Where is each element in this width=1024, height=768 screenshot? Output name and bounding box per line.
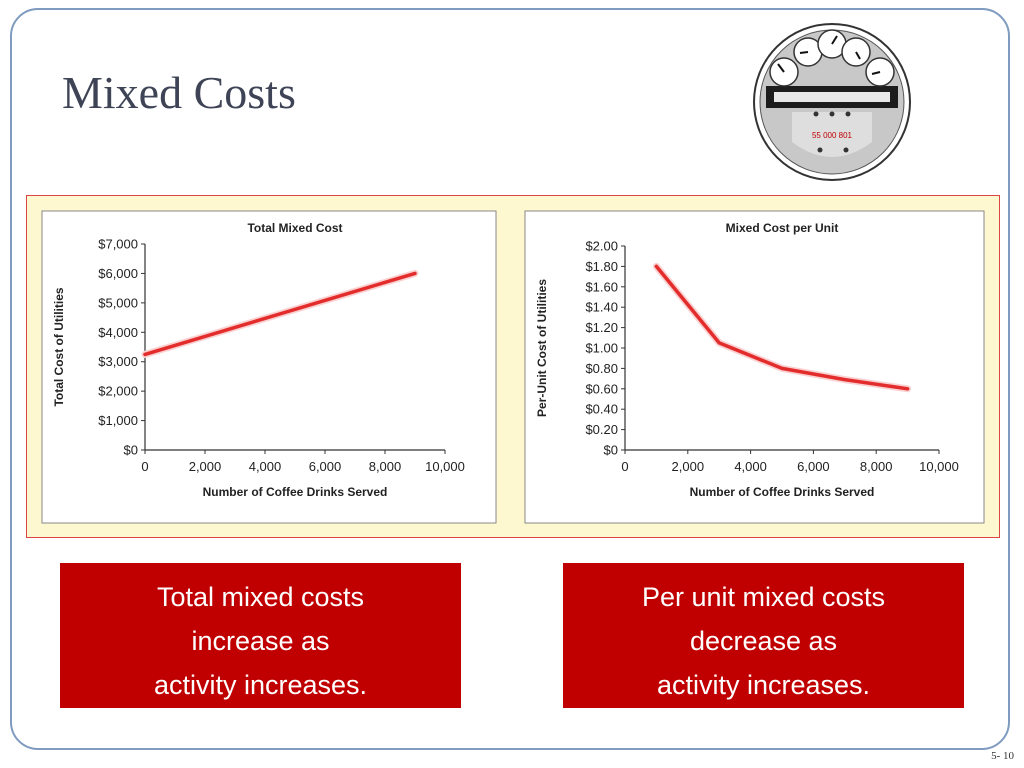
x-tick-label: 2,000 [189,459,222,474]
chart-title: Mixed Cost per Unit [726,221,839,235]
y-tick-label: $3,000 [98,354,138,369]
callout-right-line-1: Per unit mixed costs [641,582,886,612]
x-tick-label: 10,000 [919,459,959,474]
callout-total-mixed-costs: Total mixed costs increase as activity i… [60,563,461,708]
mixed-cost-per-unit-chart: Mixed Cost per Unit $0 $0.20 $0.40 $0.60 $0.8… [524,210,985,524]
callout-left-line-1: Total mixed costs [156,582,365,612]
x-tick-label: 2,000 [672,459,705,474]
y-tick-label: $1.20 [585,320,618,335]
y-axis-label: Per-Unit Cost of Utilities [535,279,549,417]
y-tick-label: $0.20 [585,422,618,437]
meter-reading: 55 000 801 [812,131,853,140]
y-tick-label: $1.80 [585,259,618,274]
callout-left-line-2: increase as [191,626,330,656]
slide-frame [10,8,1010,750]
x-tick-label: 0 [141,459,148,474]
series-line [654,264,910,391]
y-tick-label: $2.00 [585,239,618,254]
slide-title: Mixed Costs [62,67,296,118]
series-line [143,271,417,357]
y-tick-label: $1.00 [585,341,618,356]
x-tick-label: 8,000 [369,459,402,474]
y-tick-label: $4,000 [98,325,138,340]
page-number: 5- 10 [991,750,1014,762]
y-tick-label: $0 [604,443,618,458]
callout-left-line-3: activity increases. [153,670,368,700]
y-tick-label: $6,000 [98,266,138,281]
x-tick-label: 6,000 [797,459,830,474]
y-tick-label: $2,000 [98,384,138,399]
y-tick-label: $0.80 [585,361,618,376]
chart-title: Total Mixed Cost [247,221,342,235]
y-tick-label: $7,000 [98,237,138,252]
y-tick-label: $5,000 [98,295,138,310]
y-axis-label: Total Cost of Utilities [52,287,66,406]
y-tick-label: $0 [124,443,138,458]
x-tick-label: 4,000 [734,459,767,474]
callout-per-unit-mixed-costs: Per unit mixed costs decrease as activit… [563,563,964,708]
x-axis-label: Number of Coffee Drinks Served [203,485,388,499]
chart-background [524,210,985,524]
callout-right-line-2: decrease as [689,626,838,656]
x-tick-label: 4,000 [249,459,282,474]
y-tick-label: $0.60 [585,381,618,396]
x-tick-label: 0 [621,459,628,474]
y-tick-label: $1.40 [585,300,618,315]
chart-background [41,210,497,524]
y-tick-label: $1.60 [585,279,618,294]
total-mixed-cost-chart: Total Mixed Cost $0 $1,000 $2,000 $3,000 $4,0… [41,210,497,524]
callout-right-line-3: activity increases. [656,670,871,700]
x-axis-label: Number of Coffee Drinks Served [690,485,875,499]
x-tick-label: 10,000 [425,459,465,474]
y-tick-label: $1,000 [98,413,138,428]
x-tick-label: 6,000 [309,459,342,474]
utility-meter-icon: 55 000 801 [753,23,911,181]
y-tick-label: $0.40 [585,402,618,417]
x-tick-label: 8,000 [860,459,893,474]
